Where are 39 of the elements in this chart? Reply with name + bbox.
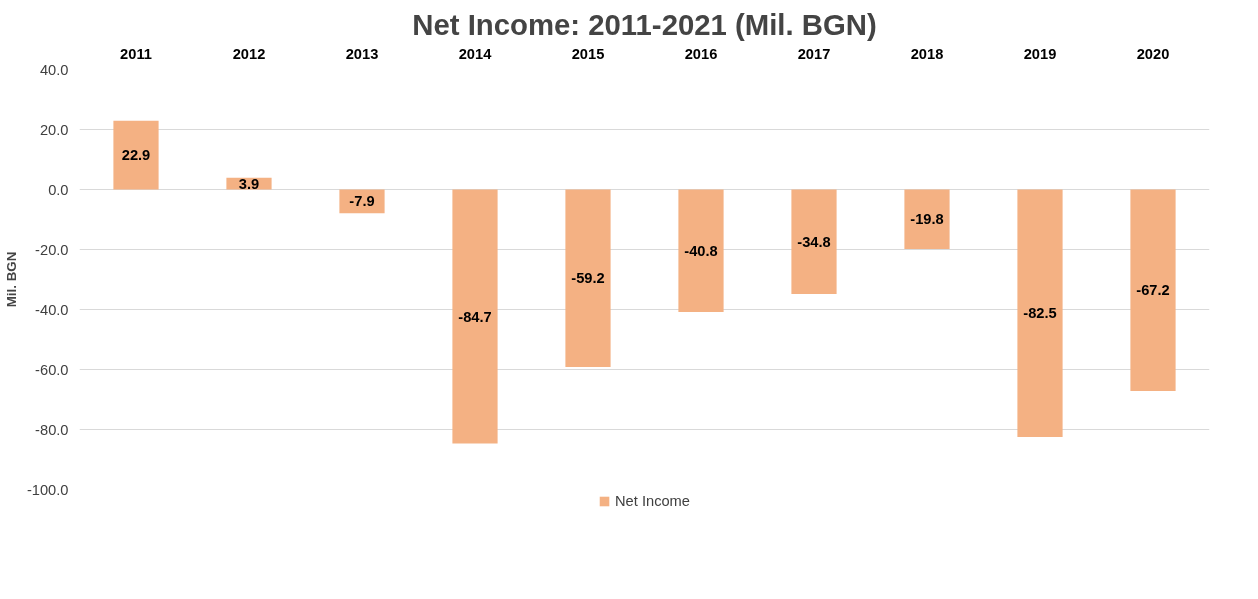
bar bbox=[113, 120, 159, 190]
data-label: 22.9 bbox=[121, 147, 151, 164]
x-tick-label: 2015 bbox=[571, 45, 605, 62]
data-label: -40.8 bbox=[684, 242, 718, 259]
data-label: -34.8 bbox=[797, 233, 831, 250]
y-tick-label: 0.0 bbox=[48, 181, 69, 198]
bar bbox=[1130, 189, 1176, 392]
data-label: -67.2 bbox=[1136, 282, 1170, 299]
y-tick-label: 20.0 bbox=[39, 121, 69, 138]
x-tick-label: 2011 bbox=[120, 45, 152, 62]
x-tick-label: 2019 bbox=[1023, 45, 1057, 62]
data-label: -84.7 bbox=[458, 308, 492, 325]
legend-label: Net Income bbox=[615, 493, 690, 509]
data-label: -19.8 bbox=[910, 211, 944, 228]
y-tick-label: -100.0 bbox=[26, 481, 69, 498]
data-label: -82.5 bbox=[1023, 305, 1057, 322]
bar bbox=[452, 189, 498, 444]
bar bbox=[791, 189, 837, 294]
y-tick-label: -80.0 bbox=[35, 421, 69, 438]
x-tick-label: 2017 bbox=[797, 45, 831, 62]
y-tick-label: -20.0 bbox=[35, 241, 69, 258]
bar bbox=[678, 189, 724, 312]
x-tick-label: 2014 bbox=[458, 45, 493, 62]
data-label: 3.9 bbox=[238, 175, 260, 192]
x-tick-label: 2020 bbox=[1136, 45, 1170, 62]
x-tick-label: 2013 bbox=[345, 45, 379, 62]
y-tick-label: -60.0 bbox=[35, 361, 69, 378]
bar bbox=[904, 189, 950, 249]
x-tick-label: 2012 bbox=[232, 45, 266, 62]
y-tick-label: -40.0 bbox=[35, 301, 69, 318]
bar bbox=[1017, 189, 1063, 437]
x-tick-label: 2018 bbox=[910, 45, 944, 62]
x-tick-label: 2016 bbox=[684, 45, 718, 62]
y-axis-title: Mil. BGN bbox=[3, 251, 19, 308]
bar bbox=[565, 189, 611, 368]
chart-title: Net Income: 2011-2021 (Mil. BGN) bbox=[412, 7, 877, 41]
data-label: -59.2 bbox=[571, 270, 605, 287]
data-label: -7.9 bbox=[349, 193, 375, 210]
y-tick-label: 40.0 bbox=[39, 61, 69, 78]
